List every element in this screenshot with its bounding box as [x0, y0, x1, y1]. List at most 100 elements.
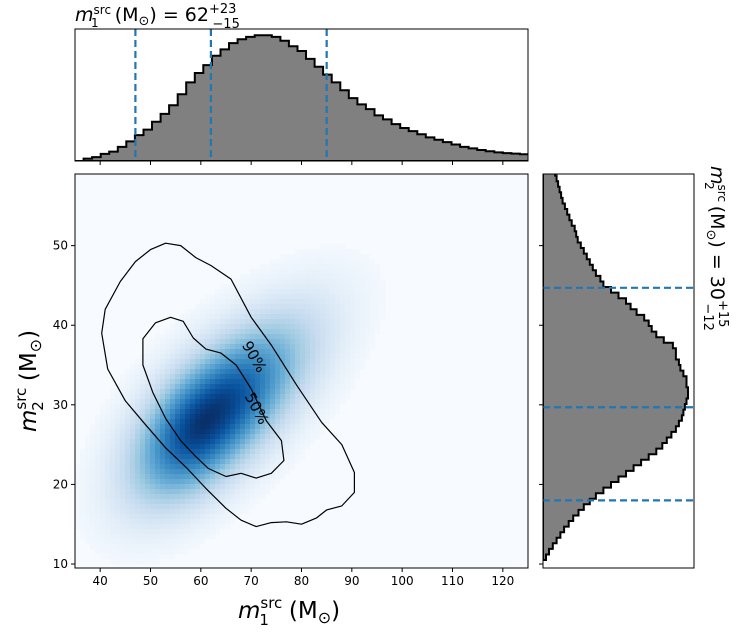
density-cell	[205, 439, 211, 445]
density-cell	[195, 304, 201, 310]
density-cell	[350, 304, 356, 310]
density-cell	[330, 284, 336, 290]
density-cell	[80, 464, 86, 470]
density-cell	[160, 524, 166, 530]
density-cell	[360, 274, 366, 280]
density-cell	[110, 474, 116, 480]
density-cell	[335, 289, 341, 295]
density-cell	[185, 539, 191, 545]
credible-contours	[101, 242, 355, 528]
density-cell	[130, 474, 136, 480]
y-axis-label: msrc2(M⊙)	[12, 330, 47, 432]
density-cell	[245, 424, 251, 430]
density-cell	[95, 424, 101, 430]
density-cell	[230, 304, 236, 310]
density-cell	[130, 484, 136, 490]
density-cell	[200, 429, 206, 435]
density-cell	[195, 534, 201, 540]
density-cell	[105, 419, 111, 425]
density-cell	[260, 474, 266, 480]
density-cell	[290, 459, 296, 465]
density-cell	[140, 504, 146, 510]
density-cell	[315, 314, 321, 320]
density-cell	[95, 469, 101, 475]
density-cell	[115, 394, 121, 400]
density-cell	[370, 299, 376, 305]
density-cell	[150, 359, 156, 365]
density-cell	[120, 444, 126, 450]
density-cell	[130, 424, 136, 430]
density-cell	[105, 414, 111, 420]
density-cell	[295, 314, 301, 320]
density-cell	[230, 434, 236, 440]
density-cell	[140, 554, 146, 560]
density-cell	[105, 399, 111, 405]
density-cell	[310, 429, 316, 435]
density-cell	[315, 389, 321, 395]
density-cell	[220, 364, 226, 370]
density-cell	[230, 484, 236, 490]
density-cell	[240, 294, 246, 300]
density-cell	[245, 314, 251, 320]
density-cell	[100, 479, 106, 485]
density-cell	[260, 489, 266, 495]
density-cell	[255, 314, 261, 320]
m2-title-plus: +15	[715, 300, 730, 327]
density-cell	[240, 314, 246, 320]
density-cell	[135, 464, 141, 470]
density-cell	[180, 424, 186, 430]
density-cell	[320, 379, 326, 385]
density-cell	[290, 439, 296, 445]
density-cell	[160, 519, 166, 525]
density-cell	[135, 374, 141, 380]
density-cell	[345, 364, 351, 370]
density-cell	[205, 319, 211, 325]
density-cell	[130, 479, 136, 485]
density-cell	[105, 499, 111, 505]
density-cell	[330, 359, 336, 365]
density-cell	[220, 339, 226, 345]
density-cell	[225, 504, 231, 510]
density-cell	[215, 334, 221, 340]
density-cell	[245, 399, 251, 405]
density-cell	[110, 469, 116, 475]
density-cell	[205, 384, 211, 390]
density-cell	[275, 294, 281, 300]
density-cell	[270, 329, 276, 335]
density-cell	[100, 509, 106, 515]
density-cell	[80, 494, 86, 500]
density-cell	[365, 344, 371, 350]
density-cell	[240, 394, 246, 400]
density-cell	[290, 414, 296, 420]
density-cell	[350, 279, 356, 285]
density-cell	[305, 314, 311, 320]
density-cell	[115, 524, 121, 530]
density-cell	[175, 344, 181, 350]
density-cell	[300, 399, 306, 405]
density-cell	[235, 309, 241, 315]
density-cell	[340, 394, 346, 400]
density-cell	[135, 554, 141, 560]
density-cell	[220, 484, 226, 490]
density-cell	[165, 434, 171, 440]
density-cell	[95, 474, 101, 480]
density-cell	[170, 444, 176, 450]
density-cell	[75, 499, 81, 505]
density-cell	[150, 554, 156, 560]
density-cell	[160, 334, 166, 340]
density-cell	[355, 254, 361, 260]
density-cell	[230, 299, 236, 305]
density-cell	[190, 494, 196, 500]
density-cell	[100, 444, 106, 450]
density-cell	[140, 459, 146, 465]
density-cell	[335, 379, 341, 385]
density-cell	[325, 314, 331, 320]
density-cell	[370, 279, 376, 285]
density-cell	[315, 334, 321, 340]
density-cell	[255, 354, 261, 360]
density-cell	[175, 379, 181, 385]
density-cell	[245, 434, 251, 440]
density-cell	[250, 394, 256, 400]
density-cell	[255, 304, 261, 310]
density-cell	[165, 364, 171, 370]
